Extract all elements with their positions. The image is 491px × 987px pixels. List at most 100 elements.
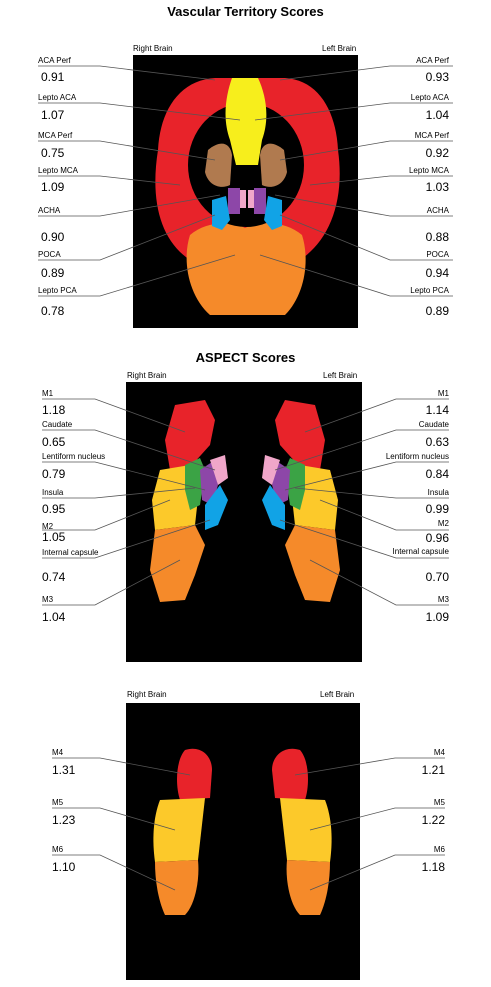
p2-value-l-6: 1.09	[425, 610, 449, 624]
p2-m3-orange-right	[150, 525, 205, 602]
p1-leader-l-3	[309, 175, 453, 186]
p1-leader-r-6	[38, 254, 236, 297]
p3-label-r-2: M6	[52, 845, 64, 854]
p1-label-l-5: POCA	[426, 250, 449, 259]
p2-caudate-pink-left	[262, 455, 280, 485]
panel1-aca-yellow	[225, 78, 267, 165]
p3-label-l-1: M5	[433, 798, 445, 807]
p2-label-l-2: Lentiform nucleus	[385, 452, 449, 461]
p2-label-r-1: Caudate	[42, 420, 73, 429]
p1-label-l-4: ACHA	[426, 206, 449, 215]
p2-value-r-0: 1.18	[42, 403, 66, 417]
p3-value-r-0: 1.31	[52, 763, 76, 777]
p1-label-r-3: Lepto MCA	[38, 166, 79, 175]
p2-caudate-pink-right	[210, 455, 228, 485]
p2-value-r-2: 0.79	[42, 467, 66, 481]
p1-label-l-3: Lepto MCA	[408, 166, 449, 175]
panel1-mca-brown-right	[205, 143, 232, 187]
panel2-right-brain-label: Right Brain	[127, 371, 167, 380]
p2-label-r-3: Insula	[42, 488, 64, 497]
p2-value-l-1: 0.63	[425, 435, 449, 449]
p2-label-r-2: Lentiform nucleus	[42, 452, 106, 461]
p1-label-r-0: ACA Perf	[38, 56, 71, 65]
p1-leader-r-0	[38, 65, 216, 81]
p2-insula-green-left	[285, 458, 305, 510]
p2-insula-green-right	[185, 458, 205, 510]
p2-value-r-1: 0.65	[42, 435, 66, 449]
panel1-poca-purple-left	[254, 188, 266, 214]
p1-value-r-2: 0.75	[41, 146, 65, 160]
p2-leader-l-6	[309, 559, 449, 606]
p1-value-l-1: 1.04	[425, 108, 449, 122]
p3-value-l-1: 1.22	[421, 813, 445, 827]
p3-label-r-0: M4	[52, 748, 64, 757]
p2-value-l-2: 0.84	[425, 467, 449, 481]
p3-m5-gold-left	[280, 798, 332, 862]
p2-label-l-1: Caudate	[418, 420, 449, 429]
p2-value-r-6: 1.04	[42, 610, 66, 624]
p2-intcapsule-blue-right	[205, 485, 228, 530]
p2-leader-l-0	[304, 398, 449, 433]
p3-m6-orange-right	[155, 860, 199, 915]
p1-leader-l-4	[274, 194, 453, 217]
panel1-poca-purple-right	[228, 188, 240, 214]
p1-leader-l-2	[279, 140, 453, 161]
p1-label-l-1: Lepto ACA	[410, 93, 449, 102]
p2-label-l-4: M2	[437, 519, 449, 528]
p3-leader-l-0	[294, 757, 445, 776]
p3-m6-orange-left	[286, 860, 330, 915]
p3-value-r-2: 1.10	[52, 860, 76, 874]
p3-label-r-1: M5	[52, 798, 64, 807]
p1-label-r-4: ACHA	[38, 206, 61, 215]
p2-leader-r-0	[42, 398, 186, 433]
p1-value-l-3: 1.03	[425, 180, 449, 194]
p2-leader-r-1	[42, 429, 216, 471]
p1-value-l-2: 0.92	[425, 146, 449, 160]
p2-leader-r-6	[42, 559, 181, 606]
p1-value-r-3: 1.09	[41, 180, 65, 194]
p2-leader-r-4	[42, 499, 171, 531]
panel1-pink-right	[240, 190, 246, 208]
p1-value-r-4: 0.90	[41, 230, 65, 244]
aspect-scores-title: ASPECT Scores	[195, 350, 296, 365]
p2-leader-l-2	[284, 461, 449, 491]
p2-value-r-4: 1.05	[42, 530, 66, 544]
p2-m3-orange-left	[285, 525, 340, 602]
panel3-right-brain-label: Right Brain	[127, 690, 167, 699]
p2-value-l-0: 1.14	[425, 403, 449, 417]
p3-m4-red-right	[177, 748, 212, 800]
p2-leader-l-1	[274, 429, 449, 471]
p3-m4-red-left	[272, 748, 308, 800]
p1-value-r-6: 0.78	[41, 304, 65, 318]
p1-label-l-0: ACA Perf	[416, 56, 449, 65]
p2-label-l-6: M3	[437, 595, 449, 604]
p1-value-r-0: 0.91	[41, 70, 65, 84]
panel1-right-brain-label: Right Brain	[133, 44, 173, 53]
p3-leader-r-1	[52, 807, 176, 831]
p3-m5-gold-right	[153, 798, 205, 862]
p1-leader-r-1	[38, 102, 241, 121]
p1-leader-r-5	[38, 214, 216, 261]
p2-label-l-3: Insula	[427, 488, 449, 497]
p1-leader-r-3	[38, 175, 181, 186]
panel1-acha-blue-right	[212, 196, 230, 230]
p3-leader-r-0	[52, 757, 191, 776]
p1-leader-l-6	[259, 254, 453, 297]
p1-leader-l-5	[279, 214, 453, 261]
p2-m1-red-left	[275, 400, 325, 470]
p2-intcapsule-blue-left	[262, 485, 285, 530]
p1-label-r-6: Lepto PCA	[38, 286, 77, 295]
p3-leader-l-1	[309, 807, 445, 831]
p3-label-l-0: M4	[433, 748, 445, 757]
p1-value-r-1: 1.07	[41, 108, 65, 122]
p1-value-l-5: 0.94	[425, 266, 449, 280]
p1-value-l-0: 0.93	[425, 70, 449, 84]
p2-label-r-6: M3	[42, 595, 54, 604]
p2-value-r-3: 0.95	[42, 502, 66, 516]
p1-label-l-2: MCA Perf	[414, 131, 449, 140]
p1-label-r-1: Lepto ACA	[38, 93, 77, 102]
p3-value-r-1: 1.23	[52, 813, 76, 827]
